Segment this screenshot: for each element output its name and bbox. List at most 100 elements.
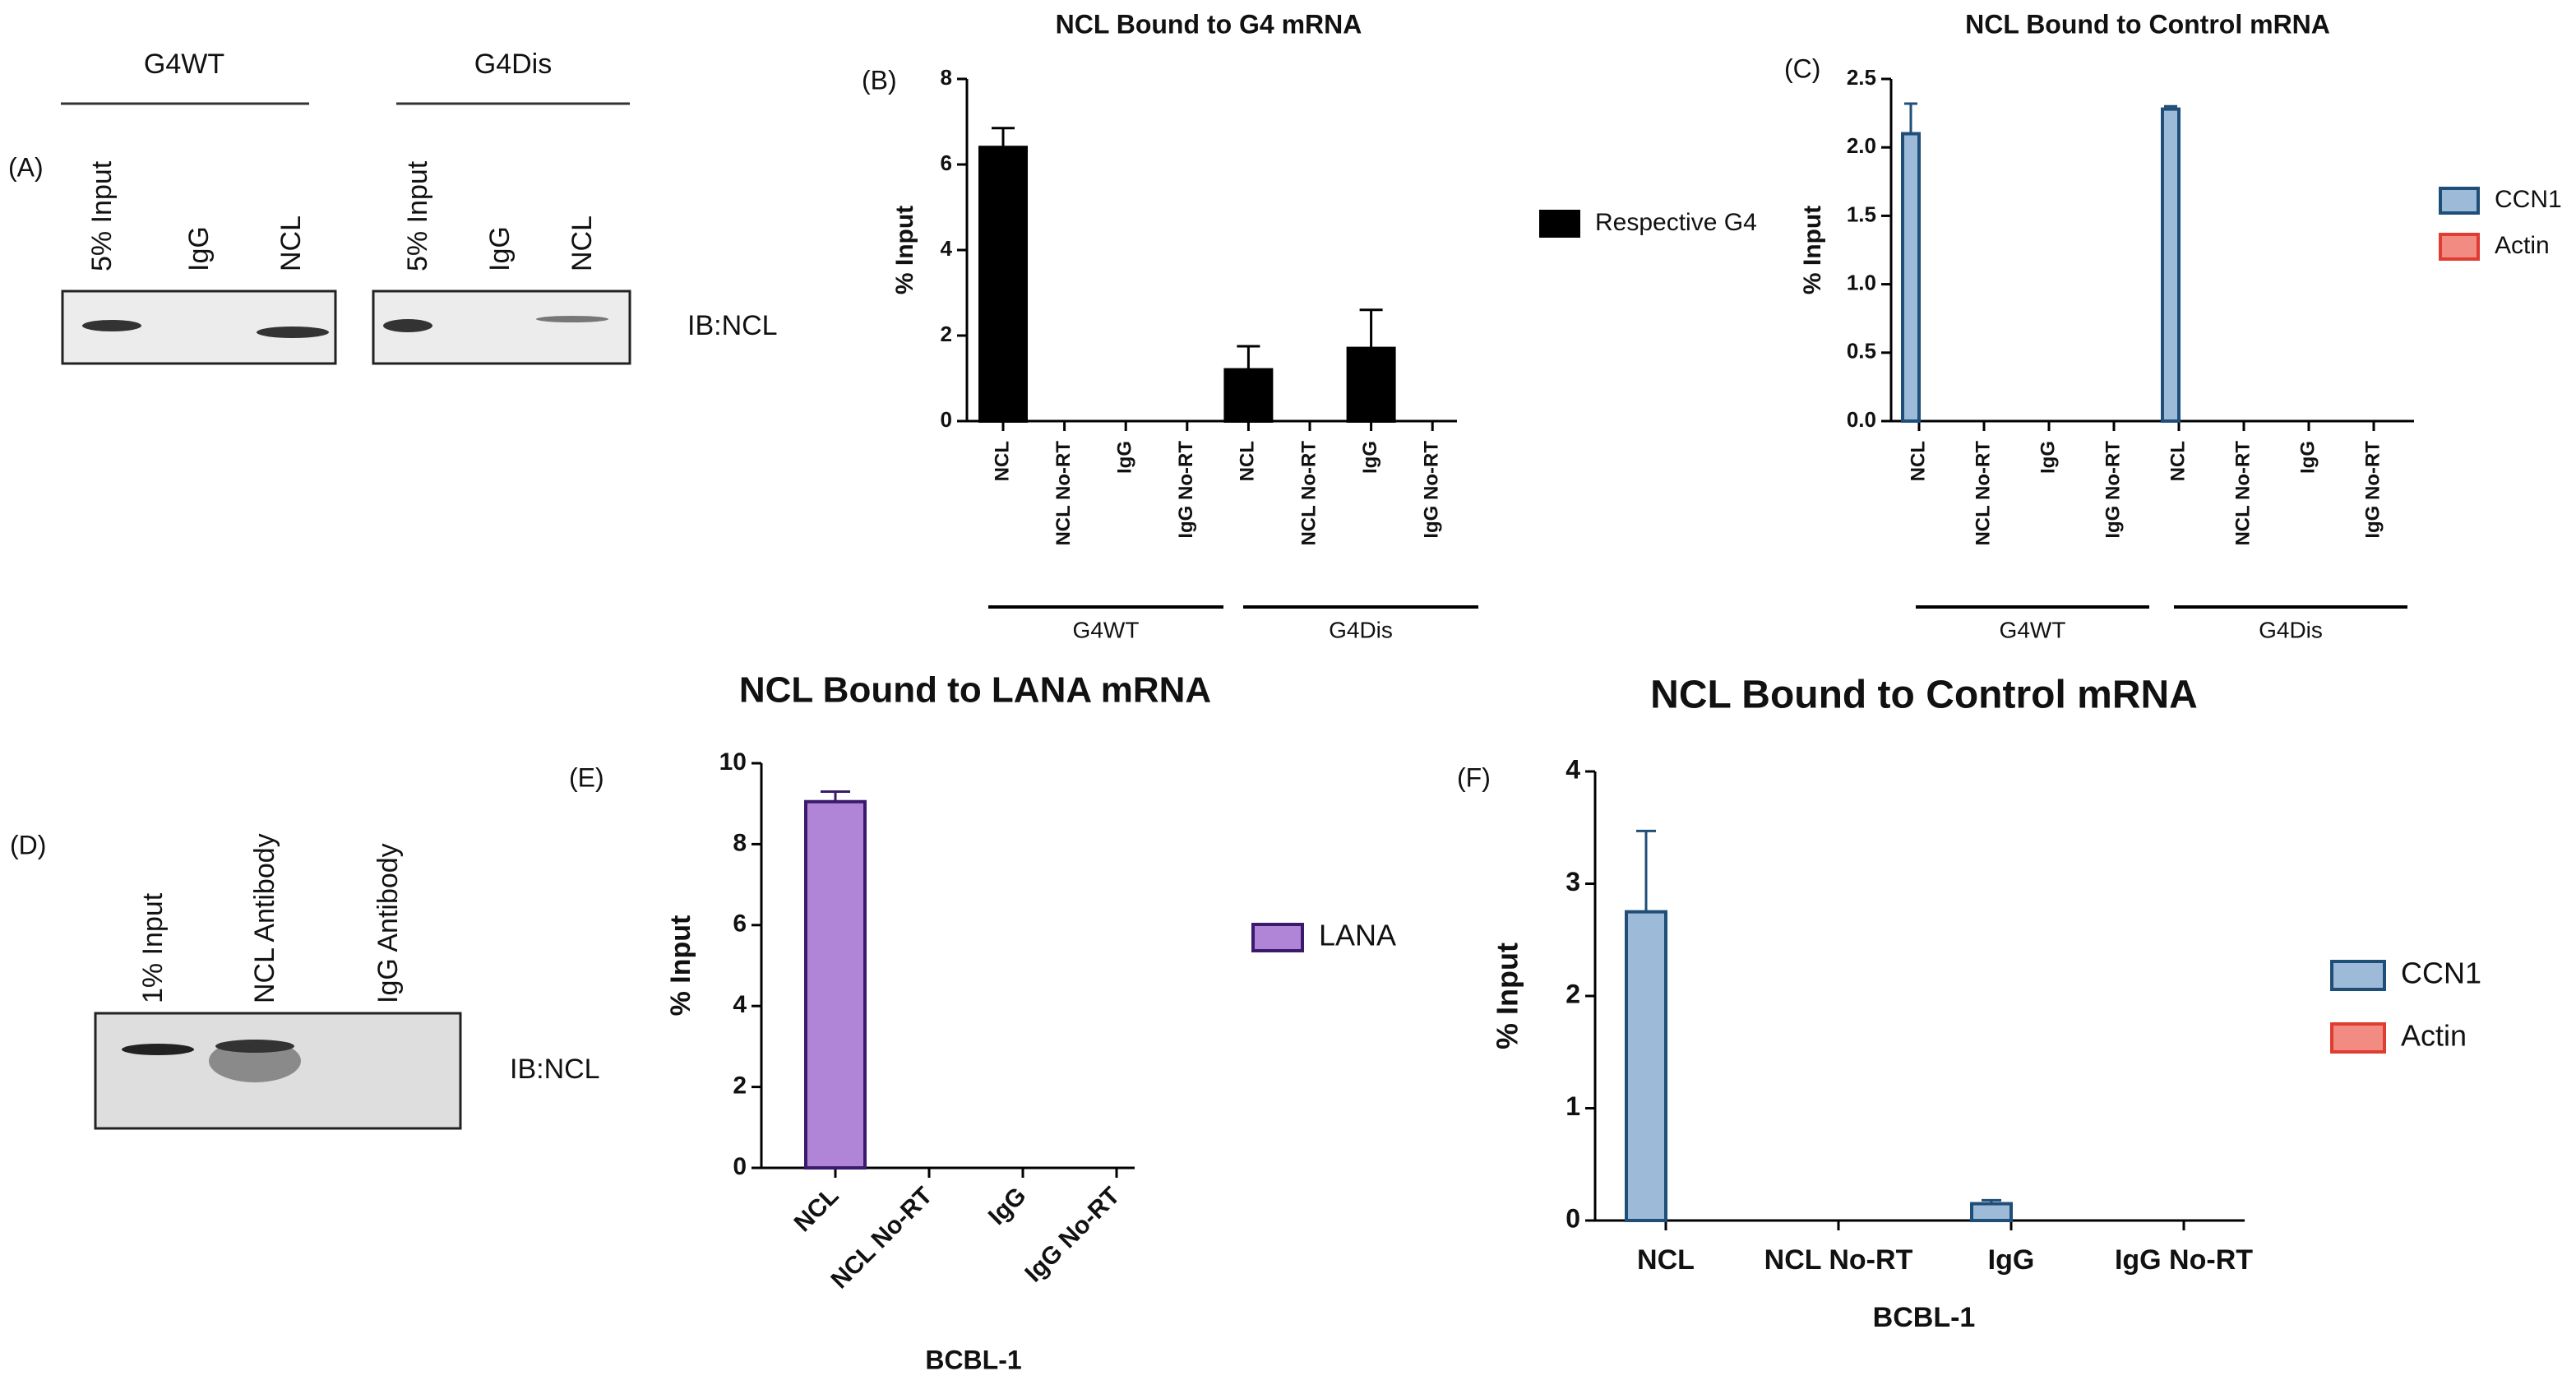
y-tick-label: 1.5 [1847, 201, 1876, 226]
error-bar [1636, 829, 1656, 912]
x-tick-label: NCL [1237, 441, 1259, 481]
error-bar [2164, 104, 2177, 109]
y-tick-label: 8 [941, 65, 952, 90]
lane-label: NCL Antibody [249, 833, 280, 1003]
x-tick-label: IgG No-RT [1421, 441, 1443, 539]
y-axis-label: % Input [891, 206, 918, 294]
y-tick-label: 8 [733, 829, 747, 856]
y-axis-label: % Input [665, 915, 696, 1017]
y-tick-label: 0.5 [1847, 339, 1876, 364]
x-tick-label: NCL No-RT [2231, 441, 2254, 546]
lane-label: IgG [484, 226, 516, 271]
x-tick-label: IgG No-RT [2361, 441, 2384, 539]
y-axis-label: % Input [1491, 943, 1524, 1049]
bar [1223, 368, 1274, 424]
band [536, 316, 608, 322]
y-tick-label: 2.0 [1847, 133, 1876, 158]
panel-label: (C) [1784, 53, 1820, 83]
y-tick-label: 2 [941, 322, 952, 346]
y-tick-label: 4 [1565, 754, 1580, 784]
x-tick-label: NCL No-RT [1972, 441, 1994, 546]
blot-a: (A) G4WT G4Dis 5% Input IgG NCL 5% Input… [8, 49, 778, 365]
panel-label: (A) [8, 152, 44, 182]
x-tick-label: NCL No-RT [1764, 1244, 1913, 1276]
group-label: G4Dis [1329, 617, 1393, 642]
x-tick-label: IgG [1988, 1244, 2035, 1276]
group-label: G4Dis [474, 49, 552, 80]
lane-label: 1% Input [137, 892, 169, 1003]
x-tick-label: IgG No-RT [2115, 1244, 2253, 1276]
error-bar [821, 790, 850, 802]
legend-swatch [2330, 960, 2386, 991]
lane-label: 5% Input [402, 160, 433, 271]
x-tick-label: IgG [1359, 441, 1381, 474]
bar [978, 146, 1028, 423]
y-tick-label: 0 [1565, 1203, 1580, 1233]
y-axis-label: % Input [1799, 206, 1826, 294]
band [122, 1044, 194, 1055]
x-tick-label: IgG [2296, 441, 2319, 474]
lane-label: IgG [183, 226, 215, 271]
x-tick-label: IgG No-RT [2102, 441, 2124, 539]
x-tick-label: NCL [991, 441, 1013, 481]
legend-swatch [2330, 1022, 2386, 1054]
chart-title: NCL Bound to Control mRNA [1965, 9, 2330, 39]
probe-label: IB:NCL [687, 310, 778, 341]
x-tick-label: IgG [1114, 441, 1136, 474]
y-tick-label: 4 [733, 991, 747, 1018]
x-tick-label: NCL [2167, 441, 2189, 481]
legend-label: Actin [2401, 1019, 2467, 1053]
legend-label: CCN1 [2401, 957, 2481, 990]
bar [804, 799, 867, 1170]
lane-label: NCL [275, 215, 307, 271]
group-label: G4WT [2000, 617, 2066, 642]
y-tick-label: 1 [1565, 1091, 1580, 1121]
legend-label: Respective G4 [1595, 209, 1757, 236]
panel-label: (F) [1457, 762, 1491, 792]
group-label: G4WT [1073, 617, 1140, 642]
legend-swatch [1251, 923, 1304, 952]
legend-swatch [2439, 187, 2480, 215]
legend-label: CCN1 [2495, 186, 2562, 213]
y-tick-label: 6 [941, 151, 952, 175]
y-tick-label: 2 [1565, 979, 1580, 1008]
legend-swatch [2439, 233, 2480, 261]
y-tick-label: 10 [719, 748, 747, 776]
y-tick-label: 4 [941, 236, 953, 261]
legend-swatch [1539, 210, 1580, 238]
x-tick-label: IgG No-RT [1175, 441, 1197, 539]
error-bar [992, 127, 1015, 148]
chart-title: NCL Bound to LANA mRNA [739, 670, 1211, 711]
band [383, 319, 432, 332]
bar [1901, 132, 1921, 423]
x-tick-label: NCL [1637, 1244, 1695, 1276]
chart-title: NCL Bound to G4 mRNA [1056, 9, 1362, 39]
bar [1970, 1202, 2013, 1223]
y-tick-label: 1.0 [1847, 270, 1876, 294]
blot-d: (D) 1% Input NCL Antibody IgG Antibody I… [10, 830, 600, 1130]
y-tick-label: 2 [733, 1072, 747, 1100]
error-bar [1904, 102, 1917, 134]
band [215, 1040, 294, 1053]
x-axis-label: BCBL-1 [1873, 1302, 1976, 1333]
lane-label: IgG Antibody [372, 843, 404, 1003]
y-tick-label: 6 [733, 910, 747, 938]
legend-label: LANA [1319, 919, 1396, 952]
x-tick-label: IgG [2037, 441, 2059, 474]
chart-title: NCL Bound to Control mRNA [1650, 674, 2198, 717]
group-label: G4WT [144, 49, 224, 80]
lane-label: NCL [567, 215, 598, 271]
group-label: G4Dis [2259, 617, 2323, 642]
panel-label: (E) [569, 762, 604, 792]
error-bar [1359, 308, 1383, 349]
panel-label: (B) [862, 65, 897, 95]
x-tick-label: NCL [1907, 441, 1929, 481]
error-bar [1237, 345, 1260, 370]
error-bar [1982, 1198, 2001, 1204]
bar [1346, 346, 1396, 424]
bar [1625, 910, 1667, 1222]
band [257, 327, 329, 338]
bar [2161, 107, 2181, 423]
